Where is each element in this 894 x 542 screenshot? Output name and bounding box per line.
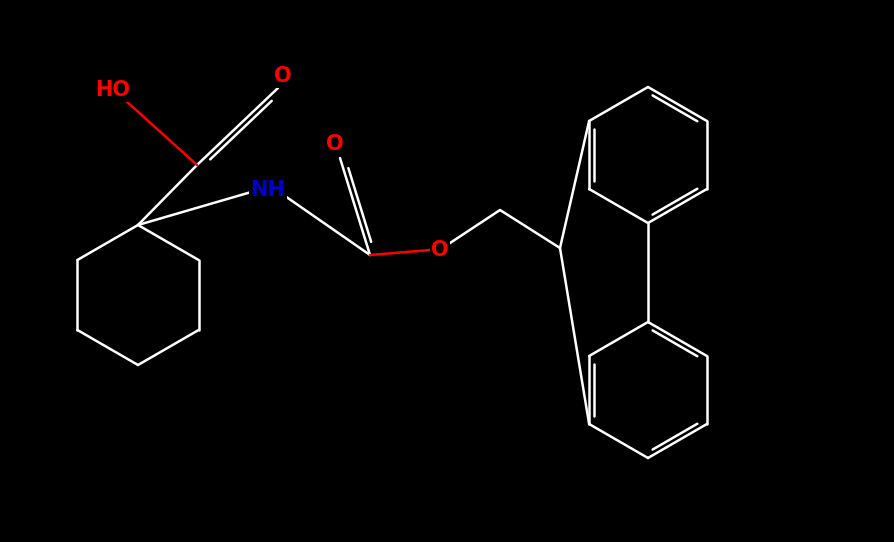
- Text: O: O: [326, 134, 344, 154]
- Text: O: O: [274, 66, 291, 86]
- Text: NH: NH: [250, 180, 285, 200]
- Text: O: O: [431, 240, 449, 260]
- Text: HO: HO: [96, 80, 131, 100]
